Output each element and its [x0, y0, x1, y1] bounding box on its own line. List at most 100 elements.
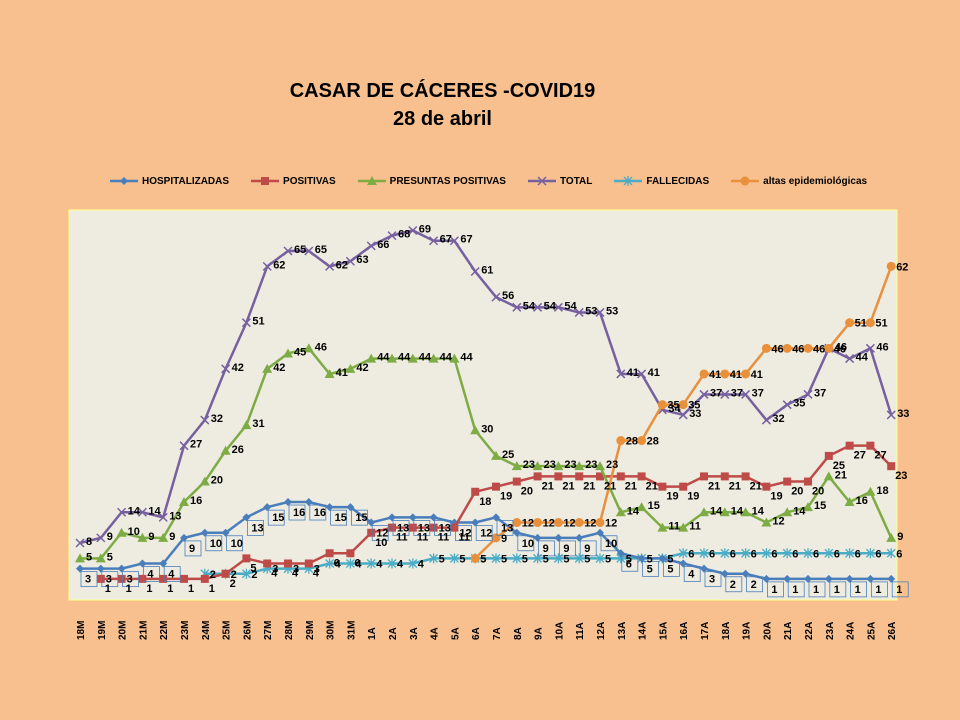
data-point-0-25 [596, 528, 604, 537]
data-label-4-37: 6 [855, 548, 861, 560]
data-label-4-14: 4 [376, 559, 383, 571]
data-point-0-10 [284, 498, 292, 507]
data-label-0-17: 13 [439, 522, 451, 534]
data-point-1-3 [138, 574, 147, 583]
data-point-1-25 [596, 472, 604, 481]
legend-item-2: PRESUNTAS POSITIVAS [357, 175, 506, 187]
data-label-box-0-36 [829, 581, 847, 598]
data-label-1-9: 4 [271, 568, 278, 580]
data-point-5-25 [595, 518, 605, 528]
data-point-4-25 [595, 553, 605, 564]
data-point-1-15 [388, 523, 396, 532]
data-label-5-22: 12 [543, 518, 555, 530]
data-point-1-35 [804, 477, 812, 486]
data-label-1-33: 19 [770, 491, 782, 503]
x-tick-label-6: 24M [201, 621, 212, 640]
data-point-1-2 [117, 574, 126, 583]
data-label-1-16: 11 [417, 532, 429, 544]
data-label-1-17: 11 [438, 532, 450, 544]
data-label-0-16: 13 [418, 522, 430, 534]
data-label-0-25: 10 [605, 538, 617, 550]
x-tick-label-11: 29M [305, 621, 316, 640]
data-label-1-28: 19 [666, 491, 678, 503]
data-label-3-24: 53 [585, 305, 597, 317]
x-tick-label-13: 31M [346, 621, 357, 640]
data-label-5-38: 51 [875, 318, 887, 330]
data-label-3-19: 61 [481, 264, 493, 276]
data-point-3-29 [678, 410, 688, 420]
data-label-5-35: 46 [813, 343, 825, 355]
data-label-1-4: 1 [167, 583, 173, 595]
data-label-box-0-21 [517, 535, 535, 552]
data-label-box-0-11 [309, 504, 327, 521]
data-point-0-35 [804, 574, 812, 583]
legend-label-4: FALLECIDAS [646, 175, 710, 187]
data-point-3-13 [345, 256, 355, 266]
data-label-5-29: 35 [688, 400, 700, 412]
data-point-5-31 [720, 369, 730, 379]
data-point-5-28 [657, 400, 667, 410]
data-label-5-24: 12 [584, 518, 596, 530]
x-tick-label-27: 14A [638, 622, 649, 640]
data-label-3-33: 32 [772, 413, 784, 425]
data-label-4-17: 5 [439, 553, 445, 565]
data-label-0-1: 3 [106, 574, 112, 586]
data-point-2-21 [511, 461, 522, 471]
data-label-3-4: 13 [169, 510, 181, 522]
data-label-4-23: 5 [563, 553, 569, 565]
data-label-2-36: 21 [835, 469, 847, 481]
data-point-4-29 [678, 548, 688, 559]
data-point-0-34 [783, 574, 792, 583]
data-point-1-30 [700, 472, 708, 481]
data-label-4-11: 3 [314, 564, 320, 576]
data-point-1-36 [824, 451, 833, 460]
data-label-3-8: 51 [252, 316, 264, 328]
data-label-box-0-35 [808, 581, 826, 598]
data-point-0-15 [388, 513, 396, 522]
data-label-4-27: 5 [647, 553, 653, 565]
data-point-2-22 [532, 461, 543, 471]
data-label-0-36: 1 [834, 584, 840, 596]
data-label-box-0-13 [350, 509, 368, 526]
data-point-0-39 [887, 574, 896, 583]
data-label-1-31: 21 [729, 480, 741, 492]
data-label-1-24: 21 [583, 480, 595, 492]
data-point-3-24 [574, 307, 584, 317]
data-point-0-1 [96, 564, 105, 573]
data-label-4-24: 5 [584, 553, 590, 565]
data-label-2-6: 20 [211, 475, 223, 487]
data-point-2-13 [345, 363, 356, 373]
data-point-3-8 [241, 318, 251, 328]
data-point-5-29 [678, 400, 688, 410]
data-point-0-8 [242, 513, 251, 522]
data-label-4-33: 6 [771, 548, 777, 560]
data-point-5-23 [553, 518, 563, 528]
data-point-2-1 [95, 553, 106, 563]
data-point-3-12 [325, 261, 335, 271]
legend-item-3: TOTAL [527, 175, 592, 187]
data-point-3-11 [304, 246, 314, 256]
data-point-4-17 [429, 553, 439, 564]
data-point-1-26 [616, 472, 625, 481]
data-point-3-30 [699, 389, 709, 399]
data-point-2-19 [470, 425, 481, 435]
data-point-1-4 [159, 574, 168, 583]
x-tick-label-10: 28M [284, 621, 295, 640]
data-label-2-0: 5 [86, 551, 92, 563]
data-label-4-38: 6 [875, 548, 881, 560]
data-point-2-36 [823, 471, 834, 481]
data-label-3-15: 68 [398, 229, 410, 241]
data-point-3-16 [408, 225, 418, 236]
x-tick-label-20: 7A [492, 627, 503, 640]
data-label-3-39: 33 [897, 408, 909, 420]
data-label-3-22: 54 [544, 300, 557, 312]
data-point-3-19 [470, 266, 480, 277]
legend-item-5: altas epidemiológicas [731, 175, 867, 187]
data-label-1-18: 11 [458, 532, 470, 544]
data-label-box-0-23 [559, 540, 576, 557]
data-point-4-8 [241, 568, 251, 579]
data-label-4-30: 6 [709, 548, 715, 560]
data-label-1-30: 21 [708, 480, 720, 492]
data-point-0-26 [616, 549, 625, 558]
data-label-1-22: 21 [542, 480, 554, 492]
